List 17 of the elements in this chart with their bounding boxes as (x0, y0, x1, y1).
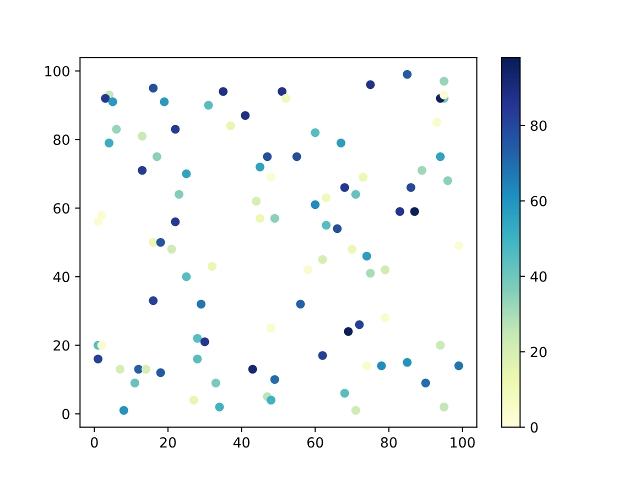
y-tick-label: 60 (54, 203, 70, 214)
color-bar-label: 0 (530, 422, 538, 433)
x-tick-label: 80 (380, 437, 397, 448)
y-tick-label: 100 (45, 66, 70, 76)
x-tick-label: 60 (307, 437, 324, 448)
y-tick-label: 80 (54, 134, 70, 146)
color-bar-label: 20 (530, 346, 547, 358)
y-tick-label: 0 (62, 408, 70, 420)
y-tick-label: 20 (54, 340, 70, 351)
x-tick-label: 20 (160, 437, 176, 448)
x-tick-label: 40 (233, 437, 250, 448)
x-tick-label: 100 (450, 437, 475, 448)
x-tick-label: 0 (90, 437, 98, 448)
color-bar-label: 60 (530, 196, 547, 206)
color-bar-label: 40 (530, 271, 547, 282)
y-tick-label: 40 (53, 272, 70, 282)
color-bar-label: 80 (530, 120, 547, 131)
